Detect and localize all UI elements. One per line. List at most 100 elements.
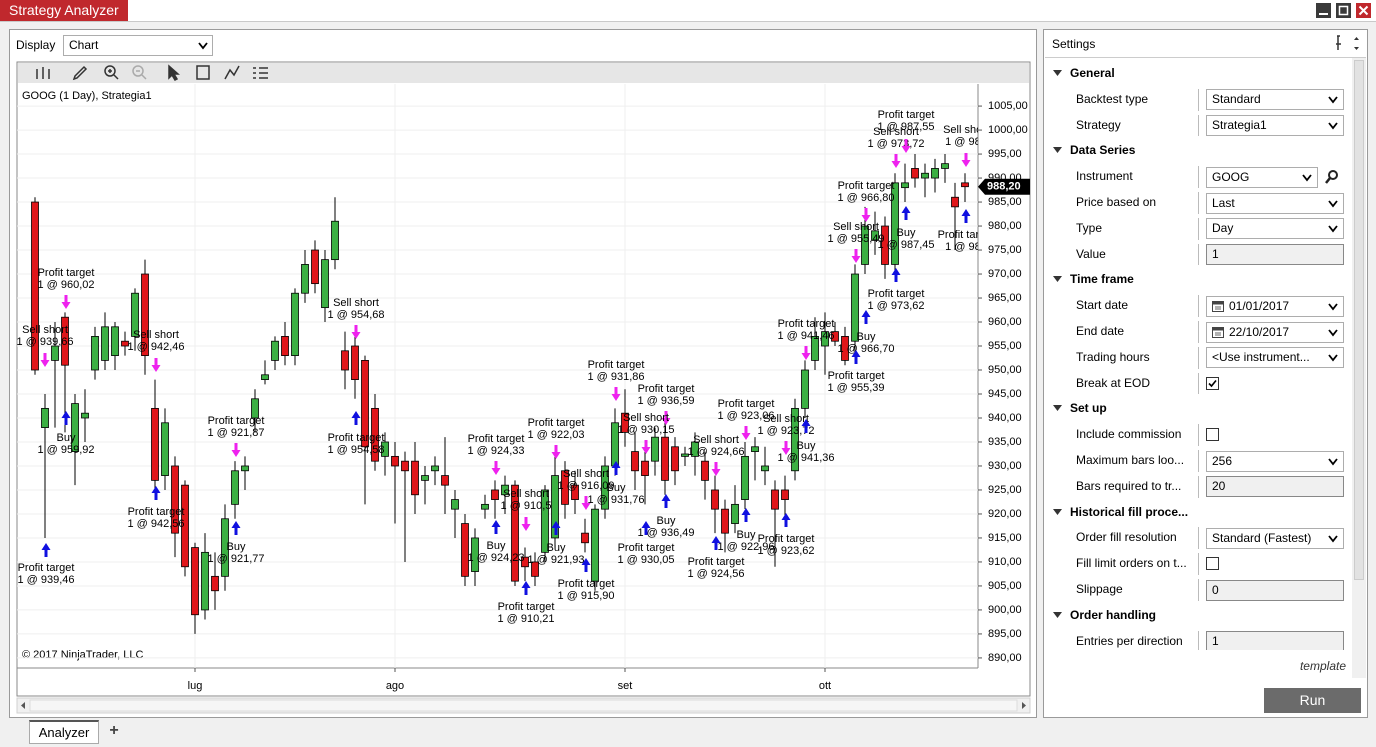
y-tick-label: 905,00 [988, 580, 1022, 592]
trade-label: 1 @ 921,77 [207, 553, 264, 565]
properties-tool[interactable] [253, 67, 268, 79]
draw-tool[interactable] [72, 65, 88, 81]
collapse-icon[interactable] [1053, 611, 1063, 620]
collapse-icon[interactable] [1053, 70, 1063, 78]
candle-body [891, 182, 899, 265]
buy-arrow [891, 268, 901, 282]
dropdown-arrow [1328, 457, 1338, 465]
trade-label: Profit target [638, 383, 695, 395]
select[interactable]: GOOG [1206, 166, 1318, 188]
collapse-icon[interactable] [1053, 405, 1063, 413]
trade-label: Buy [57, 432, 76, 444]
pin-icon[interactable] [1336, 35, 1341, 50]
section-header: General [1045, 61, 1352, 87]
chart: GOOG (1 Day), Strategia1 © 2017 NinjaTra… [16, 61, 1031, 714]
sell-arrow [661, 411, 671, 425]
sell-arrow [61, 295, 71, 309]
candle-body [431, 465, 439, 472]
trade-label: Sell short [693, 434, 739, 446]
sell-arrow [151, 358, 161, 372]
candle-body [91, 336, 99, 371]
trade-label: 1 @ 931,76 [587, 494, 644, 506]
select[interactable]: 22/10/2017 [1206, 321, 1344, 343]
trade-label: 1 @ 960,02 [37, 279, 94, 291]
text-input[interactable]: 1 [1206, 244, 1344, 266]
setting-label: Include commission [1076, 427, 1182, 442]
setting-label: Value [1076, 246, 1106, 261]
y-tick-label: 900,00 [988, 604, 1022, 616]
trade-label: Profit target [718, 398, 775, 410]
text-input[interactable]: 1 [1206, 631, 1344, 650]
setting-value: 256 [1212, 453, 1233, 468]
collapse-icon[interactable] [1053, 147, 1063, 155]
add-tab[interactable]: + [109, 722, 119, 739]
search-icon[interactable] [1325, 170, 1339, 184]
sell-arrow [521, 517, 531, 531]
settings-scroll-thumb[interactable] [1354, 60, 1364, 580]
run-button[interactable]: Run [1264, 688, 1361, 713]
select[interactable]: Last [1206, 192, 1344, 214]
section-header: Set up [1045, 396, 1352, 422]
section-title: Historical fill proce... [1070, 504, 1189, 519]
trade-label: Profit target [558, 578, 615, 590]
sell-arrow [40, 353, 50, 367]
trade-label: Profit target [868, 288, 925, 300]
select[interactable]: Standard (Fastest) [1206, 527, 1344, 549]
trade-label: Buy [607, 482, 626, 494]
trade-label: 1 @ 989 [945, 241, 987, 253]
scrollbar-thumb[interactable] [29, 699, 1018, 712]
candle-body [411, 460, 419, 496]
zoom-out-tool[interactable] [132, 65, 144, 77]
collapse-icon[interactable] [1053, 508, 1063, 517]
candle-body [711, 489, 719, 510]
trade-label: Profit target [468, 433, 525, 445]
setting-row: Trading hours <Use instrument... [1045, 345, 1352, 371]
text-input[interactable]: 0 [1206, 579, 1344, 601]
trade-label: Profit target [878, 109, 935, 121]
select[interactable]: Standard [1206, 89, 1344, 111]
collapse-icon[interactable] [1053, 276, 1063, 284]
candle-body [831, 331, 839, 342]
analyzer-tab[interactable]: Analyzer [29, 720, 99, 744]
trade-label: 1 @ 936,59 [637, 395, 694, 407]
drawing-tool[interactable] [224, 65, 240, 80]
copyright: © 2017 NinjaTrader, LLC [22, 649, 143, 661]
minimize-button[interactable] [1316, 3, 1331, 18]
maximize-button[interactable] [1336, 3, 1351, 18]
pointer-tool[interactable] [168, 64, 180, 81]
data-box-tool[interactable] [196, 65, 210, 80]
trade-label: Profit target [38, 267, 95, 279]
column-divider [1198, 88, 1199, 111]
trade-label: Profit target [588, 359, 645, 371]
checkbox[interactable] [1206, 557, 1219, 571]
chart-frame [16, 61, 1031, 697]
trade-label: Sell short [623, 412, 669, 424]
dropdown-arrow [1328, 303, 1338, 311]
bars-tool[interactable] [36, 67, 50, 79]
zoom-in-tool[interactable] [104, 65, 116, 77]
dropdown-arrow [1328, 328, 1338, 336]
section-title: Time frame [1070, 272, 1134, 287]
select[interactable]: <Use instrument... [1206, 347, 1344, 369]
select[interactable]: Day [1206, 218, 1344, 240]
buy-arrow [581, 558, 591, 572]
candle-body [601, 465, 609, 510]
trade-label: 1 @ 923,62 [757, 545, 814, 557]
trade-label: 1 @ 955,39 [827, 382, 884, 394]
candle-body [241, 465, 249, 472]
buy-arrow [611, 461, 621, 475]
buy-arrow [901, 206, 911, 220]
checkbox[interactable] [1206, 428, 1219, 442]
candle-body [871, 230, 879, 241]
panel-arrows[interactable] [1354, 37, 1359, 50]
select[interactable]: Strategia1 [1206, 115, 1344, 137]
text-input[interactable]: 20 [1206, 476, 1344, 498]
candle-body [351, 345, 359, 380]
checkbox[interactable] [1206, 376, 1219, 390]
template-link[interactable]: template [1299, 659, 1346, 673]
trade-label: Sell short [22, 324, 68, 336]
select[interactable]: 256 [1206, 450, 1344, 472]
select[interactable]: 01/01/2017 [1206, 295, 1344, 317]
display-select[interactable]: Chart [63, 35, 213, 56]
setting-label: Backtest type [1076, 91, 1149, 106]
